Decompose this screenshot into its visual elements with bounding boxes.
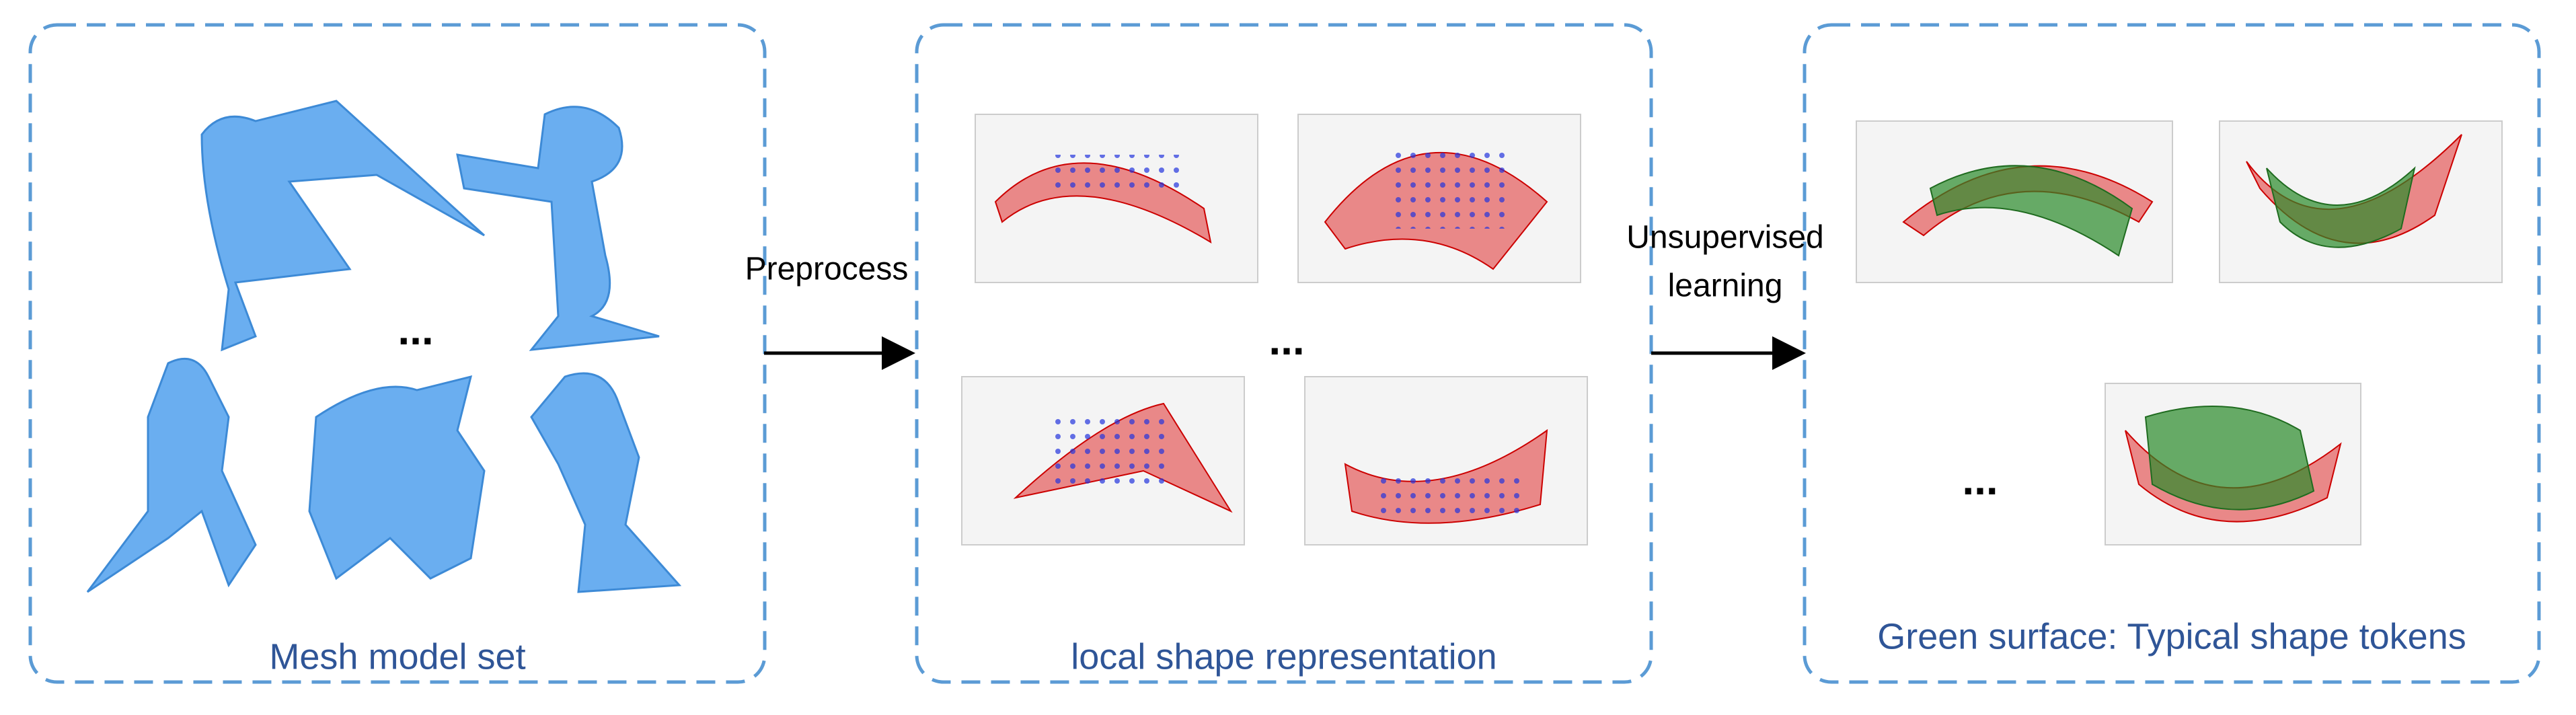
ellipsis: ... [1962, 455, 1998, 504]
token-plots [1856, 120, 2503, 545]
panel-box [1803, 23, 2541, 684]
surface-plots [961, 114, 1588, 545]
arrow-label: Preprocess [745, 252, 909, 287]
ellipsis: ... [397, 305, 433, 354]
arrow-label: Unsupervised [1626, 220, 1823, 256]
arrow-label: learning [1668, 268, 1783, 304]
ellipsis: ... [1268, 315, 1304, 364]
panel-caption: Mesh model set [269, 636, 525, 677]
panel-caption: Green surface: Typical shape tokens [1877, 616, 2466, 656]
mesh-models [86, 100, 682, 593]
panel-caption: local shape representation [1071, 636, 1497, 677]
